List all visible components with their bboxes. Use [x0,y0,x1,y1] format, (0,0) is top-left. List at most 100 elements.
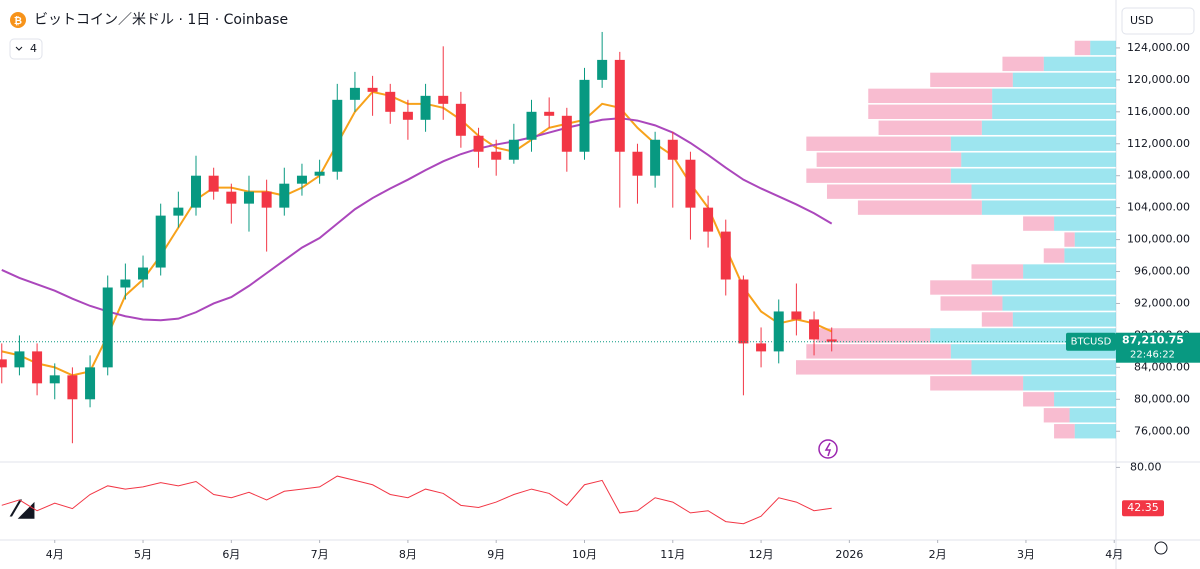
candle-body [138,267,149,280]
candle-body [243,191,254,204]
profile-up [1090,40,1116,56]
profile-up [1054,216,1116,231]
candle-body [208,175,219,192]
y-tick-label: 116,000.00 [1127,105,1190,118]
candle-body [703,207,714,232]
profile-up [1074,424,1116,439]
profile-up [971,184,1116,199]
candle-body [296,175,307,184]
candle-body [102,287,113,368]
candle-body [14,351,25,368]
candle-body [173,207,184,216]
profile-down [816,328,931,343]
profile-down [1023,216,1055,231]
y-tick-label: 120,000.00 [1127,73,1190,86]
profile-up [1069,408,1116,423]
y-tick-label: 104,000.00 [1127,201,1190,214]
chevron [15,46,23,51]
profile-up [1064,248,1116,263]
profile-down [1043,248,1065,263]
candle-body [473,135,484,152]
profile-up [1023,376,1116,391]
profile-down [930,72,1013,88]
currency-label: USD [1130,14,1154,27]
candle-body [420,95,431,120]
profile-up [1012,72,1116,88]
profile-up [1054,392,1116,407]
profile-up [992,104,1116,119]
profile-up [961,152,1116,167]
profile-down [1074,40,1091,56]
profile-up [1012,312,1116,327]
candle-body [685,159,696,208]
x-tick-label: 3月 [1017,548,1035,561]
y-tick-label: 108,000.00 [1127,169,1190,182]
candle-body [279,183,290,208]
x-tick-label: 10月 [572,548,597,561]
x-tick-label: 2月 [929,548,947,561]
y-tick-label: 84,000.00 [1134,360,1190,373]
candle-body [120,279,131,288]
candle-body [455,103,466,136]
moving-average [1,90,833,377]
candle-body [85,367,96,400]
candle-body [544,111,555,116]
btc-icon-glyph: ₿ [14,15,22,27]
profile-down [806,136,951,151]
tv-logo: ⁄◢ [9,497,35,522]
x-tick-label: 8月 [399,548,417,561]
y-tick-label: 92,000.00 [1134,296,1190,309]
profile-down [1064,232,1075,247]
candle-body [650,139,661,176]
profile-up [992,88,1116,104]
candle-body [491,151,502,160]
profile-down [930,376,1024,391]
y-tick-label: 124,000.00 [1127,41,1190,54]
x-tick-label: 4月 [1105,548,1123,561]
candle-body [349,87,360,100]
profile-down [878,120,982,135]
profile-down [981,312,1013,327]
currency-button[interactable] [1121,7,1195,35]
profile-up [971,360,1116,375]
x-tick-label: 7月 [311,548,329,561]
candle-body [261,191,272,208]
candle-body [385,91,396,112]
y-tick-label: 80,000.00 [1134,392,1190,405]
indicator-toggle[interactable] [9,38,43,60]
chart-title: ビットコイン／米ドル · 1日 · Coinbase [34,12,288,28]
candle-body [438,95,449,104]
rsi-label: 42.35 [1127,501,1159,514]
countdown: 22:46:22 [1130,350,1175,361]
candle-body [667,139,678,160]
candle-body [332,99,343,172]
x-tick-label: 4月 [46,548,64,561]
profile-down [1043,408,1070,423]
price-label: 87,210.75 [1122,334,1184,347]
candle-body [526,111,537,140]
candle-body [826,339,837,342]
profile-up [981,200,1116,215]
profile-down [930,280,993,295]
x-tick-label: 2026 [835,548,863,561]
profile-down [1054,424,1075,439]
bolt [824,442,832,457]
candle-body [226,191,237,204]
settings-icon[interactable] [1154,541,1168,555]
y-tick-label: 100,000.00 [1127,233,1190,246]
candle-body [738,279,749,344]
profile-down [806,344,951,359]
moving-average [1,117,833,322]
candle-body [791,311,802,320]
candle-body [402,111,413,120]
candle-body [155,215,166,268]
y-tick-label: 76,000.00 [1134,424,1190,437]
rsi-tick-label: 80.00 [1130,460,1162,473]
profile-up [1043,56,1116,72]
x-tick-label: 11月 [660,548,685,561]
alert-icon[interactable] [818,439,838,459]
x-tick-label: 5月 [134,548,152,561]
profile-down [816,152,962,167]
